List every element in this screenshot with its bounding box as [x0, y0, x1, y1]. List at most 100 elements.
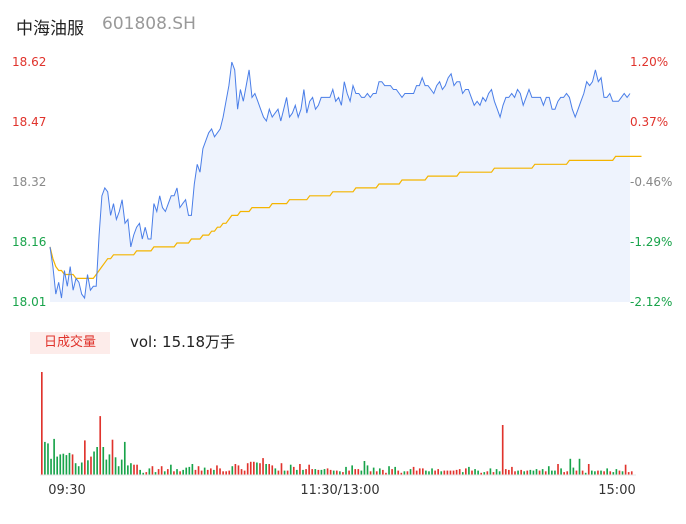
volume-bar	[206, 469, 209, 475]
volume-bar	[597, 470, 599, 475]
volume-bar	[477, 470, 479, 475]
volume-bar	[354, 469, 357, 475]
volume-bar	[581, 470, 584, 475]
volume-bar	[170, 464, 172, 475]
volume-bar	[523, 471, 526, 475]
volume-bar	[228, 470, 231, 475]
volume-bar	[578, 458, 581, 475]
volume-bar	[388, 466, 390, 475]
volume-bar	[105, 459, 108, 476]
y-tick-label: 18.47	[12, 115, 46, 129]
volume-bar	[179, 471, 181, 475]
volume-bar	[173, 471, 175, 475]
volume-bar	[520, 469, 522, 475]
volume-bar	[53, 438, 55, 475]
volume-bar	[160, 466, 163, 475]
volume-bar	[209, 468, 212, 475]
volume-bar	[394, 466, 396, 475]
time-tick-label: 15:00	[598, 483, 635, 498]
volume-bar	[431, 468, 433, 475]
volume-bar	[142, 472, 145, 475]
volume-bar	[317, 469, 320, 475]
volume-bar	[283, 470, 286, 475]
volume-bar	[117, 466, 120, 475]
volume-bar	[292, 466, 295, 475]
volume-bar	[323, 469, 326, 475]
volume-bar	[139, 469, 141, 475]
volume-bar	[357, 469, 360, 475]
volume-bar	[495, 469, 498, 475]
volume-bar	[409, 469, 412, 475]
volume-bar	[111, 439, 114, 475]
volume-bar	[332, 470, 335, 475]
volume-bar	[320, 469, 323, 475]
volume-bar	[130, 463, 132, 475]
volume-bar	[225, 471, 227, 475]
volume-bar	[249, 461, 252, 475]
volume-bar	[246, 463, 249, 475]
volume-bar	[551, 470, 553, 475]
volume-bar	[50, 458, 52, 475]
volume-bar	[560, 468, 562, 475]
volume-bar	[590, 470, 593, 475]
volume-bar	[305, 469, 307, 475]
volume-bar	[351, 465, 353, 475]
volume-bar	[547, 466, 550, 475]
volume-bar	[544, 471, 547, 475]
volume-bar	[299, 464, 301, 475]
volume-bar	[188, 466, 191, 475]
volume-bar	[302, 469, 304, 475]
volume-bar	[314, 469, 317, 475]
volume-bar	[455, 469, 458, 475]
volume-bar	[222, 471, 224, 475]
volume-bar	[369, 471, 372, 475]
volume-bar	[271, 465, 274, 475]
y-tick-label: 18.16	[12, 235, 46, 249]
volume-bar	[391, 469, 393, 475]
volume-bar	[603, 471, 605, 475]
volume-bar	[434, 470, 436, 475]
volume-bar	[385, 472, 387, 475]
volume-bar	[572, 467, 575, 475]
volume-bar	[471, 470, 473, 475]
y-tick-label-pct: 1.20%	[630, 55, 668, 69]
volume-bar	[630, 471, 633, 475]
volume-bar	[68, 452, 71, 475]
daily-volume-badge[interactable]: 日成交量	[30, 332, 110, 354]
volume-bar	[59, 454, 62, 475]
volume-bar	[449, 470, 452, 475]
volume-readout: vol: 15.18万手	[130, 333, 235, 351]
y-tick-label: 18.01	[12, 295, 46, 309]
volume-bar	[535, 469, 538, 475]
volume-bar	[382, 469, 384, 475]
volume-bar	[96, 447, 98, 475]
volume-bar	[492, 472, 495, 475]
volume-bar	[62, 453, 65, 475]
volume-bar	[508, 469, 510, 475]
volume-bar	[329, 469, 332, 475]
volume-bar	[360, 470, 363, 475]
volume-bar	[157, 469, 160, 475]
volume-bar	[133, 464, 135, 475]
volume-bar	[606, 468, 608, 475]
volume-bar	[114, 457, 117, 475]
volume-bar	[311, 469, 314, 475]
volume-bar	[615, 469, 618, 475]
volume-bar	[465, 468, 467, 475]
volume-bar	[120, 459, 123, 476]
volume-bar	[77, 466, 80, 475]
volume-bar	[127, 465, 129, 475]
volume-bar	[166, 469, 169, 475]
volume-bar	[280, 463, 283, 475]
y-tick-label-pct: -0.46%	[630, 175, 672, 189]
volume-bar	[363, 461, 366, 475]
volume-bar	[47, 443, 49, 475]
volume-bar	[219, 468, 221, 475]
volume-bar	[262, 458, 264, 475]
volume-bar	[44, 441, 46, 475]
volume-bar	[575, 470, 578, 475]
volume-bar	[415, 470, 418, 475]
volume-bar	[440, 471, 443, 475]
volume-bar	[627, 472, 630, 475]
volume-bar	[148, 468, 151, 475]
